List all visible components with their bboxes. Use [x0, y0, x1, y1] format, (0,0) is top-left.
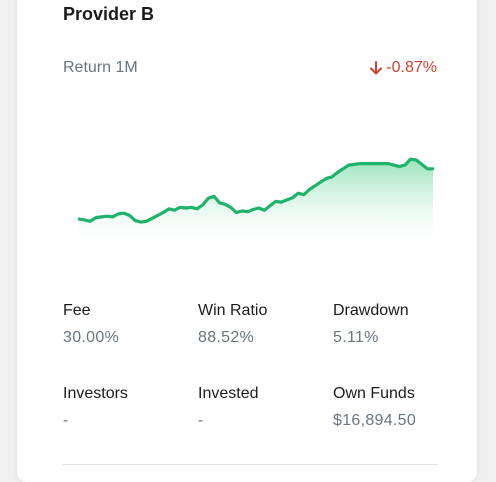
return-value-text: -0.87% [386, 59, 437, 76]
drawdown-value: 5.11% [333, 329, 379, 346]
stat-drawdown: Drawdown 5.11% [333, 302, 409, 347]
own-funds-label: Own Funds [333, 385, 415, 402]
investors-label: Investors [63, 385, 128, 402]
return-label: Return 1M [63, 59, 138, 76]
return-value: -0.87% [368, 59, 437, 77]
win-ratio-value: 88.52% [198, 329, 255, 346]
chart-line [78, 157, 434, 224]
stat-own-funds: Own Funds $16,894.50 [333, 385, 416, 430]
stat-fee: Fee 30.00% [63, 302, 119, 347]
fee-value: 30.00% [63, 329, 120, 346]
stat-investors: Investors - [63, 385, 128, 430]
win-ratio-label: Win Ratio [198, 302, 268, 319]
invested-value: - [198, 412, 204, 429]
chart-area-fill [79, 159, 433, 244]
fee-label: Fee [63, 302, 91, 319]
provider-name: Provider B [63, 4, 155, 24]
investors-value: - [63, 412, 69, 429]
stat-invested: Invested - [198, 385, 258, 430]
stat-win-ratio: Win Ratio 88.52% [198, 302, 267, 347]
arrow-down-icon [370, 61, 383, 75]
own-funds-value: $16,894.50 [333, 412, 417, 429]
drawdown-label: Drawdown [333, 302, 409, 319]
invested-label: Invested [198, 385, 259, 402]
return-chart [78, 157, 434, 244]
divider [63, 464, 438, 465]
